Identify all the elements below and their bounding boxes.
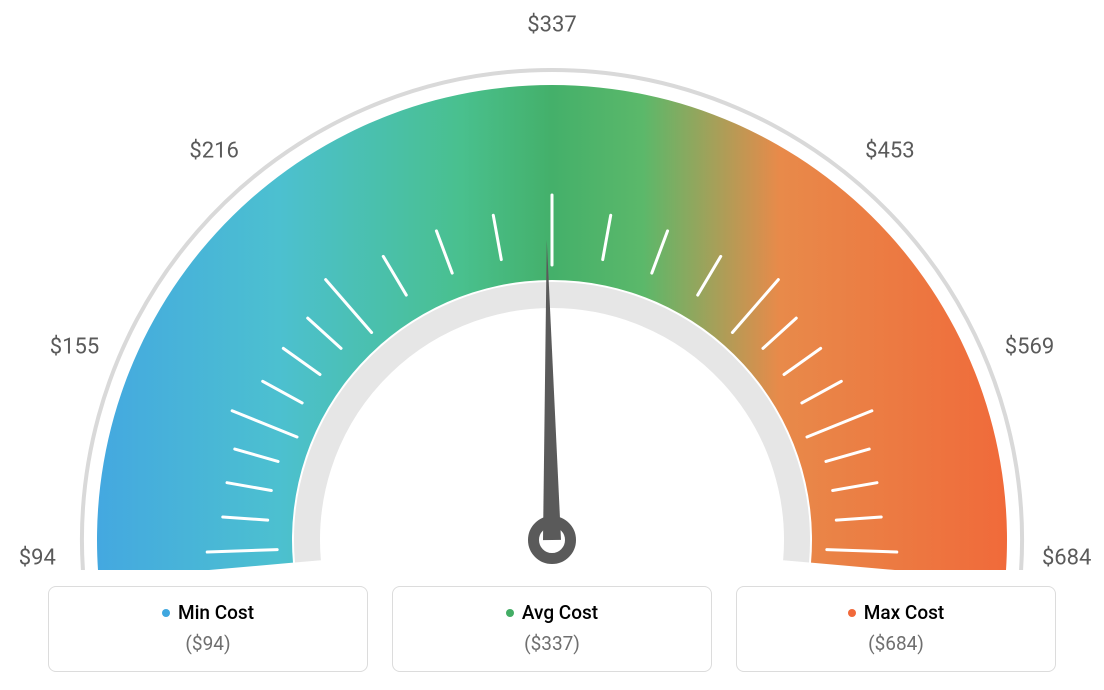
gauge-tick-label: $94: [19, 545, 56, 570]
gauge-tick-label: $453: [865, 139, 914, 164]
legend-value-avg: ($337): [413, 632, 691, 655]
legend-row: Min Cost ($94) Avg Cost ($337) Max Cost …: [0, 586, 1104, 672]
legend-title-avg: Avg Cost: [506, 601, 598, 624]
legend-label-max: Max Cost: [864, 601, 944, 624]
gauge-tick-label: $337: [527, 13, 576, 38]
legend-label-min: Min Cost: [178, 601, 254, 624]
legend-card-max: Max Cost ($684): [736, 586, 1056, 672]
gauge-tick-label: $569: [1005, 335, 1054, 360]
legend-title-max: Max Cost: [848, 601, 944, 624]
legend-label-avg: Avg Cost: [522, 601, 598, 624]
legend-dot-avg: [506, 609, 514, 617]
legend-dot-min: [162, 609, 170, 617]
gauge-tick-label: $216: [189, 139, 238, 164]
gauge-tick-label: $684: [1042, 545, 1091, 570]
gauge-svg: [0, 0, 1104, 570]
gauge-container: $94 $155 $216 $337 $453 $569 $684: [0, 0, 1104, 570]
legend-card-min: Min Cost ($94): [48, 586, 368, 672]
legend-dot-max: [848, 609, 856, 617]
legend-value-max: ($684): [757, 632, 1035, 655]
legend-card-avg: Avg Cost ($337): [392, 586, 712, 672]
legend-value-min: ($94): [69, 632, 347, 655]
gauge-tick-label: $155: [50, 335, 99, 360]
legend-title-min: Min Cost: [162, 601, 254, 624]
